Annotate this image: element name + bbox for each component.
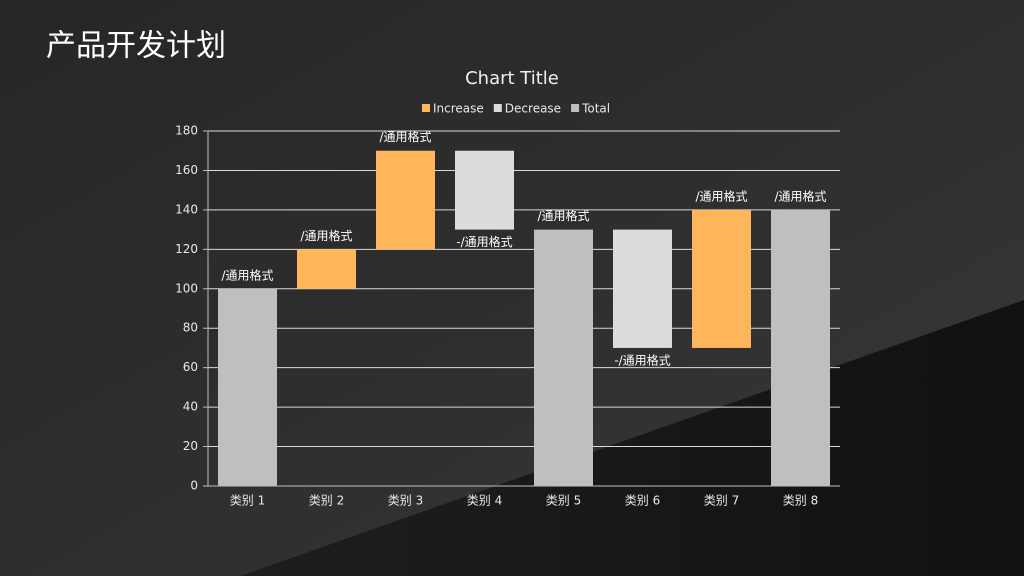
x-tick-label: 类别 1 — [230, 494, 265, 508]
slide-title: 产品开发计划 — [46, 29, 226, 64]
bar — [613, 229, 672, 348]
legend-swatch — [571, 104, 580, 112]
legend-swatch — [493, 104, 502, 112]
y-tick-label: 120 — [175, 242, 198, 256]
y-tick-label: 140 — [175, 202, 198, 216]
bar — [218, 288, 277, 486]
data-label: -/通用格式 — [614, 352, 670, 367]
y-tick-label: 20 — [183, 439, 198, 453]
bar — [692, 209, 751, 348]
bar — [376, 150, 435, 250]
data-label: /通用格式 — [221, 267, 273, 282]
y-tick-label: 0 — [190, 479, 198, 493]
x-tick-label: 类别 5 — [546, 494, 581, 508]
data-label: /通用格式 — [774, 188, 826, 203]
data-label: /通用格式 — [537, 208, 589, 223]
x-tick-label: 类别 3 — [388, 494, 423, 508]
y-tick-label: 180 — [175, 124, 198, 138]
data-label: /通用格式 — [379, 129, 431, 144]
y-tick-label: 40 — [183, 400, 198, 414]
y-tick-label: 100 — [175, 281, 198, 295]
bar — [297, 249, 356, 289]
chart-title: Chart Title — [465, 68, 559, 89]
bar — [455, 150, 514, 230]
x-tick-label: 类别 7 — [704, 494, 739, 508]
legend-label: Total — [581, 102, 610, 116]
x-tick-label: 类别 6 — [625, 494, 660, 508]
y-tick-label: 160 — [175, 163, 198, 177]
data-label: -/通用格式 — [456, 234, 512, 249]
x-tick-label: 类别 4 — [467, 494, 502, 508]
data-label: /通用格式 — [695, 188, 747, 203]
data-label: /通用格式 — [300, 228, 352, 243]
legend-label: Decrease — [505, 102, 561, 116]
y-tick-label: 60 — [183, 360, 198, 374]
x-tick-label: 类别 8 — [783, 494, 818, 508]
legend-label: Increase — [433, 102, 484, 116]
legend-swatch — [422, 104, 430, 112]
y-tick-label: 80 — [183, 321, 198, 335]
bar — [771, 209, 830, 486]
bar — [534, 229, 593, 486]
x-tick-label: 类别 2 — [309, 494, 344, 508]
